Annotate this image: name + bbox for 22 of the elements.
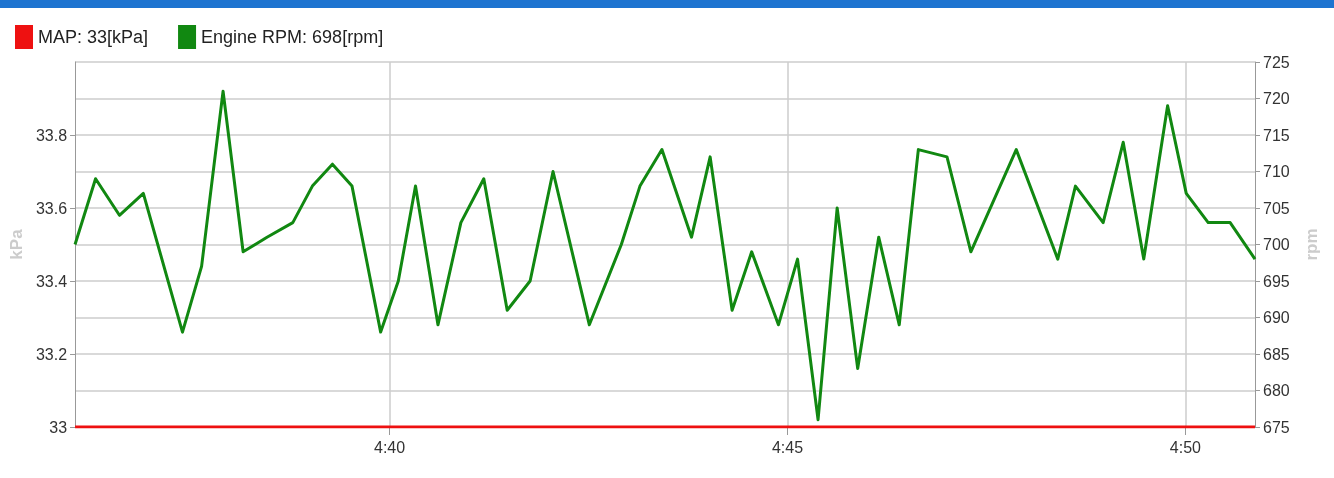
y2-tick-label: 695 [1263, 272, 1290, 290]
legend-label: Engine RPM: 698[rpm] [201, 27, 384, 47]
y2-tick-label: 690 [1263, 309, 1290, 326]
x-tick-label: 4:50 [1169, 438, 1202, 456]
y-tick-label: 33 [49, 418, 68, 436]
y-tick-label: 33.4 [35, 272, 68, 290]
y2-tick-label: 700 [1263, 236, 1290, 253]
y2-tick-label: 720 [1263, 90, 1290, 107]
y2-tick-label: 710 [1263, 163, 1290, 180]
legend-label: MAP: 33[kPa] [38, 27, 149, 47]
line-series [73, 89, 1257, 422]
y2-tick-label: 680 [1263, 382, 1290, 399]
y2-tick-label: 685 [1263, 345, 1290, 363]
x-tick-label: 4:45 [771, 438, 804, 456]
y2-tick-label: 675 [1263, 418, 1290, 436]
y-tick-label: 33.8 [35, 126, 68, 144]
y2-tick-label: 715 [1263, 126, 1290, 144]
y2-tick-label: 725 [1263, 53, 1290, 71]
y-tick-label: 33.2 [35, 345, 68, 363]
y2-tick-label: 705 [1263, 199, 1290, 217]
x-tick-label: 4:40 [374, 438, 406, 456]
y-tick-label: 33.6 [35, 199, 68, 217]
